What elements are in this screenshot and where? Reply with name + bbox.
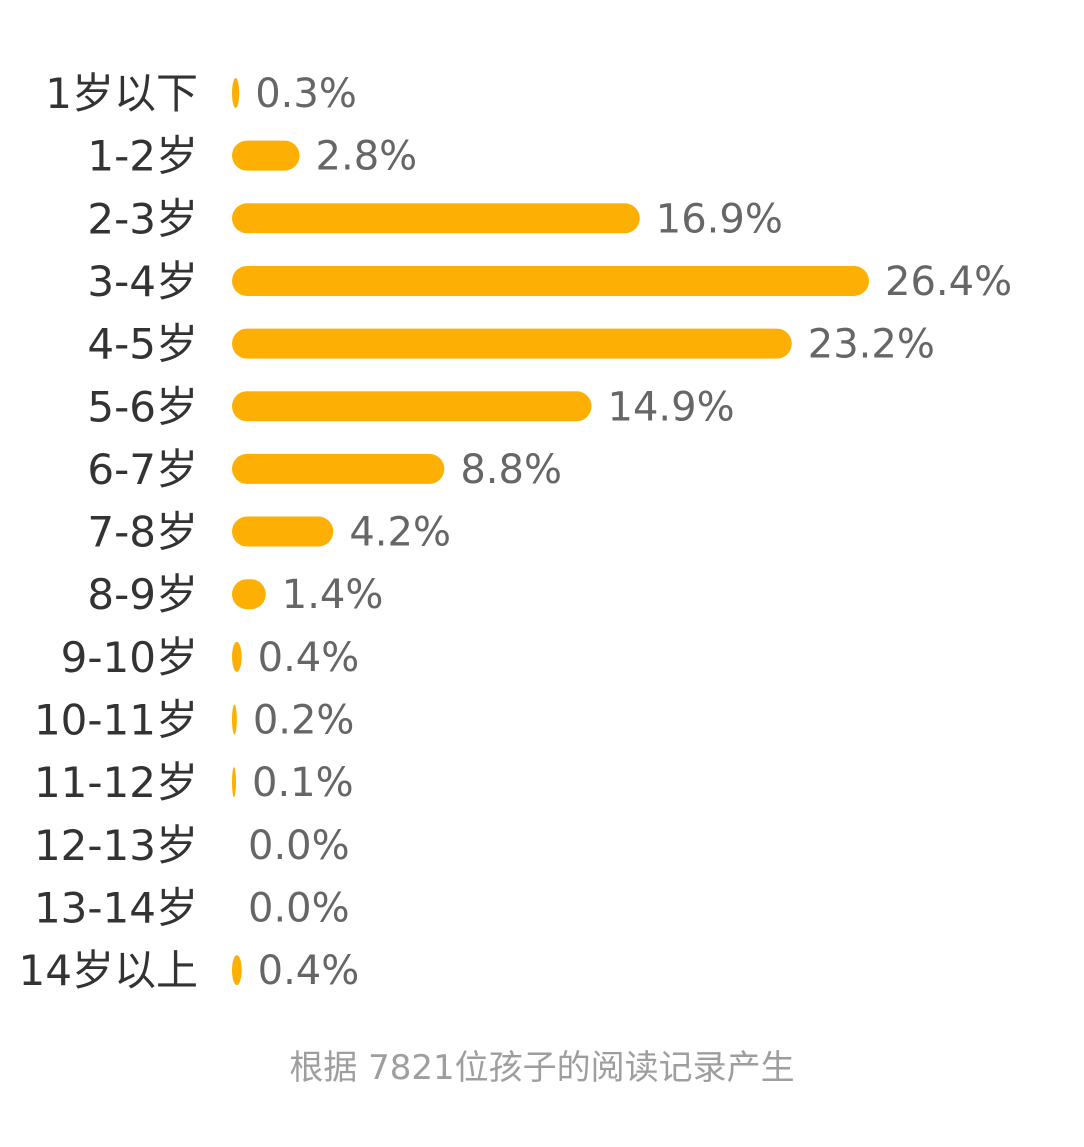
- value-label: 14.9%: [608, 384, 735, 430]
- value-label: 0.1%: [252, 760, 354, 806]
- category-label: 9-10岁: [61, 633, 198, 682]
- category-label: 12-13岁: [34, 821, 198, 870]
- bar: [232, 391, 592, 422]
- bar: [232, 265, 869, 296]
- age-distribution-chart: 1岁以下 0.3% 1-2岁 2.8% 2-3岁 16.9% 3-4岁 26.4% 4-5岁 23…: [19, 69, 1013, 995]
- value-label: 8.8%: [460, 447, 562, 493]
- bar: [232, 516, 334, 547]
- bar: [232, 453, 445, 484]
- bar: [232, 328, 792, 359]
- category-label: 6-7岁: [87, 445, 198, 494]
- category-label: 8-9岁: [87, 570, 198, 619]
- value-label: 0.3%: [255, 71, 357, 117]
- value-label: 4.2%: [349, 510, 451, 556]
- category-label: 2-3岁: [87, 194, 198, 243]
- bar: [232, 203, 640, 234]
- bar: [232, 579, 266, 610]
- value-label: 23.2%: [808, 322, 935, 368]
- value-label: 2.8%: [316, 134, 418, 180]
- bar: [232, 140, 300, 171]
- category-label: 10-11岁: [34, 696, 198, 745]
- bar: [232, 955, 242, 986]
- value-label: 0.4%: [258, 635, 360, 681]
- category-label: 3-4岁: [87, 257, 198, 306]
- value-label: 1.4%: [282, 572, 384, 618]
- footnote: 根据 7821位孩子的阅读记录产生: [289, 1048, 795, 1088]
- category-label: 13-14岁: [34, 883, 198, 932]
- category-label: 11-12岁: [34, 758, 198, 807]
- category-label: 4-5岁: [87, 320, 198, 369]
- value-label: 26.4%: [885, 259, 1012, 305]
- bar: [232, 767, 236, 798]
- category-label: 5-6岁: [87, 382, 198, 431]
- value-label: 16.9%: [656, 196, 783, 242]
- bar: [232, 704, 237, 735]
- category-label: 14岁以上: [19, 946, 198, 995]
- category-label: 1岁以下: [45, 69, 198, 118]
- value-label: 0.0%: [248, 823, 350, 869]
- value-label: 0.4%: [258, 948, 360, 994]
- bar: [232, 78, 240, 108]
- value-label: 0.0%: [248, 885, 350, 931]
- value-label: 0.2%: [253, 698, 355, 744]
- category-label: 1-2岁: [87, 132, 198, 181]
- bar: [232, 641, 242, 672]
- category-label: 7-8岁: [87, 508, 198, 557]
